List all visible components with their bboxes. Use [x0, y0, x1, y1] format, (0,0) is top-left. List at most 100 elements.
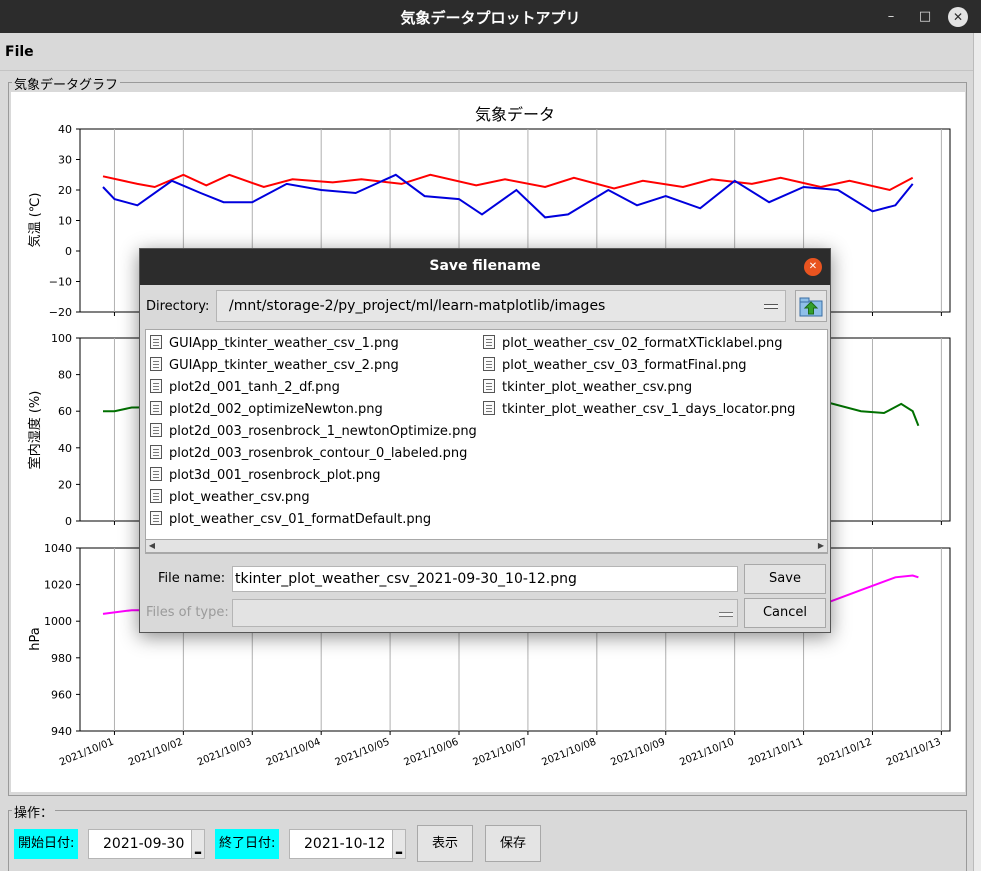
y-tick-label: 40	[58, 123, 72, 136]
x-tick-label: 2021/10/02	[127, 737, 185, 769]
file-list-item[interactable]: tkinter_plot_weather_csv_1_days_locator.…	[483, 400, 795, 420]
y-tick-label: −20	[49, 306, 72, 319]
show-button[interactable]: 表示	[417, 825, 473, 862]
x-axis-date-ticks: 2021/10/01 2021/10/02 2021/10/03 2021/10/04…	[58, 737, 942, 769]
y-tick-label: 80	[58, 369, 72, 382]
filename-input[interactable]: tkinter_plot_weather_csv_2021-09-30_10-1…	[232, 566, 738, 592]
scroll-right-icon[interactable]: ▶	[817, 541, 825, 550]
y-tick-label: 1020	[44, 579, 72, 592]
ylabel-humidity: 室内湿度 (%)	[27, 391, 43, 470]
y-tick-label: 0	[65, 515, 72, 528]
window-title: 気象データプロットアプリ	[400, 9, 581, 27]
series-line	[102, 173, 914, 192]
series-line	[103, 401, 920, 427]
file-icon	[483, 379, 495, 393]
file-list-item[interactable]: plot_weather_csv.png	[150, 488, 310, 508]
x-tick-label: 2021/10/11	[747, 737, 805, 769]
yticks-humidity: 100 80 60 40 20 0	[51, 332, 80, 528]
x-tick-label: 2021/10/12	[816, 737, 874, 769]
maximize-icon[interactable]: □	[918, 9, 932, 24]
series-humidity	[103, 401, 920, 427]
start-date-label: 開始日付:	[14, 829, 79, 859]
x-tick-label: 2021/10/10	[678, 737, 736, 769]
y-tick-label: 960	[51, 688, 72, 701]
file-name-label: plot_weather_csv_01_formatDefault.png	[169, 512, 432, 527]
subplot-pressure: hPa 1040 1020 1000 980 960 940	[28, 542, 951, 738]
x-tick-label: 2021/10/08	[540, 737, 598, 769]
file-list-item[interactable]: GUIApp_tkinter_weather_csv_1.png	[150, 334, 399, 354]
dialog-titlebar: Save filename ✕	[140, 249, 830, 285]
file-name-label: plot2d_003_rosenbrok_contour_0_labeled.p…	[169, 446, 468, 461]
y-tick-label: 940	[51, 725, 72, 738]
y-tick-label: 40	[58, 442, 72, 455]
file-list-item[interactable]: GUIApp_tkinter_weather_csv_2.png	[150, 356, 399, 376]
subplot-temperature: 気温 (℃) 40 30 20 10 0 −10 −20	[27, 123, 951, 319]
file-list[interactable]: GUIApp_tkinter_weather_csv_1.png GUIApp_t…	[145, 329, 828, 554]
directory-select[interactable]: /mnt/storage-2/py_project/ml/learn-matpl…	[216, 290, 786, 322]
file-name-label: plot2d_001_tanh_2_df.png	[169, 380, 340, 395]
file-icon	[150, 511, 162, 525]
end-date-field[interactable]: 2021-10-12	[289, 829, 393, 859]
save-plot-button[interactable]: 保存	[485, 825, 541, 862]
controls-frame-label: 操作：	[12, 802, 56, 821]
file-list-item[interactable]: plot_weather_csv_01_formatDefault.png	[150, 510, 431, 530]
x-tick-label: 2021/10/13	[885, 737, 943, 769]
file-icon	[150, 335, 162, 349]
y-tick-label: 1040	[44, 542, 72, 555]
x-tick-label: 2021/10/06	[403, 737, 461, 769]
file-icon	[483, 357, 495, 371]
parent-directory-button[interactable]	[795, 290, 827, 322]
x-tick-label: 2021/10/07	[471, 737, 529, 769]
file-icon	[150, 489, 162, 503]
chart-title: 気象データ	[475, 105, 555, 124]
start-date-spin-icon[interactable]: ▂	[191, 829, 205, 859]
file-name-label: plot2d_003_rosenbrock_1_newtonOptimize.p…	[169, 424, 477, 439]
file-list-item[interactable]: plot2d_001_tanh_2_df.png	[150, 378, 340, 398]
dialog-cancel-button[interactable]: Cancel	[744, 598, 826, 628]
file-list-scrollbar[interactable]: ◀ ▶	[145, 539, 828, 553]
ylabel-temperature: 気温 (℃)	[27, 193, 43, 248]
menu-file[interactable]: File	[5, 44, 34, 60]
filetype-label: Files of type:	[146, 605, 229, 620]
file-list-item[interactable]: plot_weather_csv_02_formatXTicklabel.png	[483, 334, 783, 354]
file-list-item[interactable]: tkinter_plot_weather_csv.png	[483, 378, 692, 398]
directory-dropdown-icon[interactable]	[764, 304, 778, 309]
y-tick-label: 980	[51, 652, 72, 665]
minimize-icon[interactable]: –	[887, 9, 895, 24]
dialog-save-button[interactable]: Save	[744, 564, 826, 594]
save-file-dialog: Save filename ✕ Directory: /mnt/storage-…	[139, 248, 831, 633]
ylabel-pressure: hPa	[28, 627, 43, 650]
grid-pressure	[113, 548, 942, 735]
file-name-label: tkinter_plot_weather_csv.png	[502, 380, 693, 395]
file-list-item[interactable]: plot2d_003_rosenbrock_1_newtonOptimize.p…	[150, 422, 477, 442]
close-icon[interactable]: ✕	[948, 7, 968, 27]
file-list-item[interactable]: plot2d_003_rosenbrok_contour_0_labeled.p…	[150, 444, 467, 464]
y-tick-label: 1000	[44, 615, 72, 628]
file-list-item[interactable]: plot2d_002_optimizeNewton.png	[150, 400, 383, 420]
filetype-select[interactable]	[232, 599, 738, 627]
file-icon	[150, 467, 162, 481]
file-name-label: tkinter_plot_weather_csv_1_days_locator.…	[502, 402, 796, 417]
series-line	[102, 173, 914, 219]
file-list-item[interactable]: plot_weather_csv_03_formatFinal.png	[483, 356, 747, 376]
graph-frame-label: 気象データグラフ	[12, 74, 121, 93]
end-date-spin-icon[interactable]: ▂	[392, 829, 406, 859]
y-tick-label: 100	[51, 332, 72, 345]
dialog-close-icon[interactable]: ✕	[804, 258, 822, 276]
graph-frame	[8, 82, 967, 796]
start-date-field[interactable]: 2021-09-30	[88, 829, 192, 859]
window-titlebar: 気象データプロットアプリ – □ ✕	[0, 0, 981, 33]
dialog-title: Save filename	[429, 258, 541, 274]
y-tick-label: 60	[58, 405, 72, 418]
scroll-left-icon[interactable]: ◀	[148, 541, 156, 550]
file-icon	[150, 379, 162, 393]
file-icon	[483, 401, 495, 415]
end-date-label: 終了日付:	[215, 829, 280, 859]
x-tick-label: 2021/10/04	[265, 737, 323, 769]
file-name-label: plot_weather_csv_02_formatXTicklabel.png	[502, 336, 783, 351]
directory-label: Directory:	[146, 299, 210, 314]
menubar: File	[0, 33, 981, 71]
filetype-dropdown-icon[interactable]	[719, 612, 733, 617]
file-list-item[interactable]: plot3d_001_rosenbrock_plot.png	[150, 466, 381, 486]
x-tick-label: 2021/10/03	[196, 737, 254, 769]
